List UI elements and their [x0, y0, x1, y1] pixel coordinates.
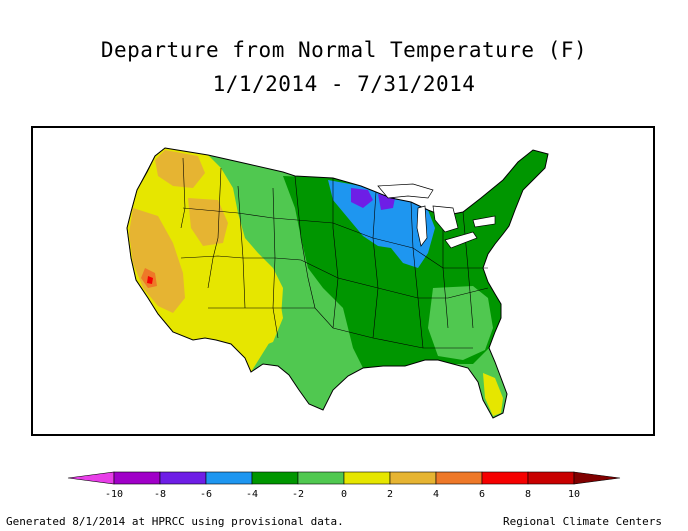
legend-tick-label: 6 — [479, 489, 485, 500]
legend-tick-label: 2 — [387, 489, 393, 500]
legend-swatch — [297, 471, 345, 485]
lake-ontario — [472, 215, 496, 228]
florida-warm-zone — [483, 373, 503, 416]
california-very-hot-spot — [147, 276, 153, 284]
lake-erie — [444, 231, 478, 249]
legend-swatch — [343, 471, 391, 485]
legend-swatch — [251, 471, 299, 485]
oregon-warmer-zone — [155, 150, 205, 188]
lake-huron — [432, 205, 459, 233]
california-warmer-zone — [129, 208, 185, 313]
map-period: 1/1/2014 - 7/31/2014 — [212, 72, 476, 96]
legend-tick-label: -10 — [105, 489, 123, 500]
legend-swatch — [481, 471, 529, 485]
legend-swatch — [435, 471, 483, 485]
legend-swatch — [527, 471, 575, 485]
legend-tick-label: -4 — [246, 489, 258, 500]
generation-note: Generated 8/1/2014 at HPRCC using provis… — [6, 515, 344, 528]
lake-superior — [377, 183, 434, 199]
legend-arrow-high — [573, 471, 621, 485]
legend-tick-label: 0 — [341, 489, 347, 500]
legend-tick-label: 8 — [525, 489, 531, 500]
legend-tick-label: -8 — [154, 489, 166, 500]
legend-tick-label: -2 — [292, 489, 304, 500]
southeast-mild-zone — [428, 286, 493, 360]
lake-michigan — [416, 205, 428, 247]
southwest-warm-zone — [238, 278, 283, 348]
map-title: Departure from Normal Temperature (F) — [100, 38, 588, 62]
legend-tick-label: 10 — [568, 489, 580, 500]
us-outline — [126, 147, 549, 419]
legend-tick-label: 4 — [433, 489, 439, 500]
legend-arrow-low — [67, 471, 115, 485]
minnesota-very-cold-zone — [351, 188, 373, 208]
legend-swatch — [205, 471, 253, 485]
source-credit: Regional Climate Centers — [503, 515, 662, 528]
us-temperature-map — [126, 147, 549, 419]
legend-swatch — [389, 471, 437, 485]
great-lakes — [377, 183, 496, 249]
legend-tick-label: -6 — [200, 489, 212, 500]
map-frame — [31, 126, 655, 436]
legend-swatch — [159, 471, 207, 485]
legend-swatch — [113, 471, 161, 485]
